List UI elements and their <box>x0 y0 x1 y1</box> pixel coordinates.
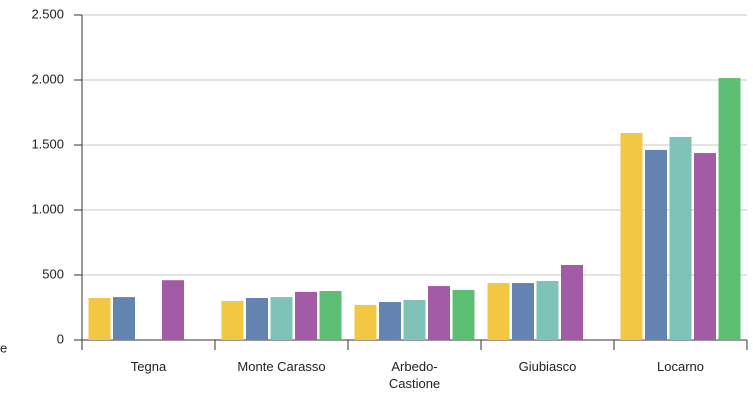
bar <box>536 280 559 340</box>
x-tick-label: Arbedo- Castione <box>388 359 441 391</box>
bar <box>403 299 426 340</box>
bar <box>270 297 293 340</box>
bar <box>162 280 184 340</box>
bar <box>295 291 317 340</box>
x-tick-label: Locarno <box>657 359 704 374</box>
bar <box>246 298 268 340</box>
y-tick-label: 2.500 <box>31 6 64 21</box>
x-tick-label: Tegna <box>130 359 167 374</box>
bar <box>354 304 377 340</box>
bar <box>88 298 111 340</box>
bar <box>113 297 135 340</box>
y-tick-label: 500 <box>42 266 64 281</box>
y-tick-label: 2.000 <box>31 71 64 86</box>
x-tick-label: Giubiasco <box>518 359 577 374</box>
x-tick-label: Monte Carasso <box>237 359 326 374</box>
annotation: e <box>0 340 7 355</box>
bar <box>512 283 534 340</box>
bar <box>452 289 475 340</box>
y-tick-label: 1.500 <box>31 136 64 151</box>
bar <box>221 301 244 340</box>
bar <box>620 133 643 340</box>
bar <box>645 149 667 340</box>
y-tick-label: 0 <box>57 331 64 346</box>
bar <box>319 290 342 340</box>
bar <box>694 153 716 340</box>
bar <box>379 302 401 340</box>
y-tick-label: 1.000 <box>31 201 64 216</box>
bar <box>669 136 692 340</box>
bar <box>561 264 583 340</box>
bar <box>487 283 510 340</box>
bar <box>718 78 741 341</box>
bar <box>428 286 450 340</box>
